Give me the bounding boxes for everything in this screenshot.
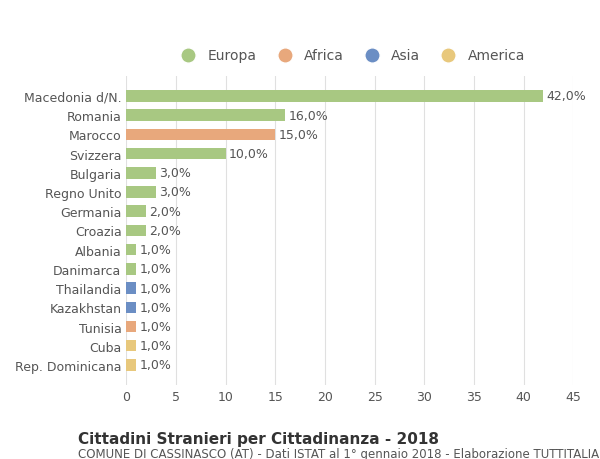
Bar — [127, 340, 136, 352]
Bar — [127, 283, 136, 294]
Bar — [127, 302, 136, 313]
Text: 1,0%: 1,0% — [139, 301, 171, 314]
Text: Cittadini Stranieri per Cittadinanza - 2018: Cittadini Stranieri per Cittadinanza - 2… — [78, 431, 439, 447]
Bar — [127, 110, 285, 122]
Bar — [127, 129, 275, 141]
Text: 1,0%: 1,0% — [139, 282, 171, 295]
Text: 10,0%: 10,0% — [229, 148, 269, 161]
Bar — [127, 359, 136, 371]
Bar — [127, 244, 136, 256]
Bar — [127, 187, 156, 198]
Text: COMUNE DI CASSINASCO (AT) - Dati ISTAT al 1° gennaio 2018 - Elaborazione TUTTITA: COMUNE DI CASSINASCO (AT) - Dati ISTAT a… — [78, 448, 600, 459]
Text: 1,0%: 1,0% — [139, 340, 171, 353]
Bar — [127, 263, 136, 275]
Bar — [127, 148, 226, 160]
Legend: Europa, Africa, Asia, America: Europa, Africa, Asia, America — [169, 44, 530, 69]
Text: 16,0%: 16,0% — [288, 109, 328, 123]
Text: 2,0%: 2,0% — [149, 224, 181, 237]
Bar — [127, 168, 156, 179]
Bar — [127, 321, 136, 333]
Text: 1,0%: 1,0% — [139, 358, 171, 372]
Text: 3,0%: 3,0% — [159, 167, 191, 180]
Text: 1,0%: 1,0% — [139, 263, 171, 276]
Text: 15,0%: 15,0% — [278, 129, 318, 141]
Text: 1,0%: 1,0% — [139, 244, 171, 257]
Bar — [127, 225, 146, 237]
Text: 3,0%: 3,0% — [159, 186, 191, 199]
Bar — [127, 206, 146, 218]
Bar — [127, 91, 544, 102]
Text: 1,0%: 1,0% — [139, 320, 171, 333]
Text: 2,0%: 2,0% — [149, 205, 181, 218]
Text: 42,0%: 42,0% — [547, 90, 586, 103]
